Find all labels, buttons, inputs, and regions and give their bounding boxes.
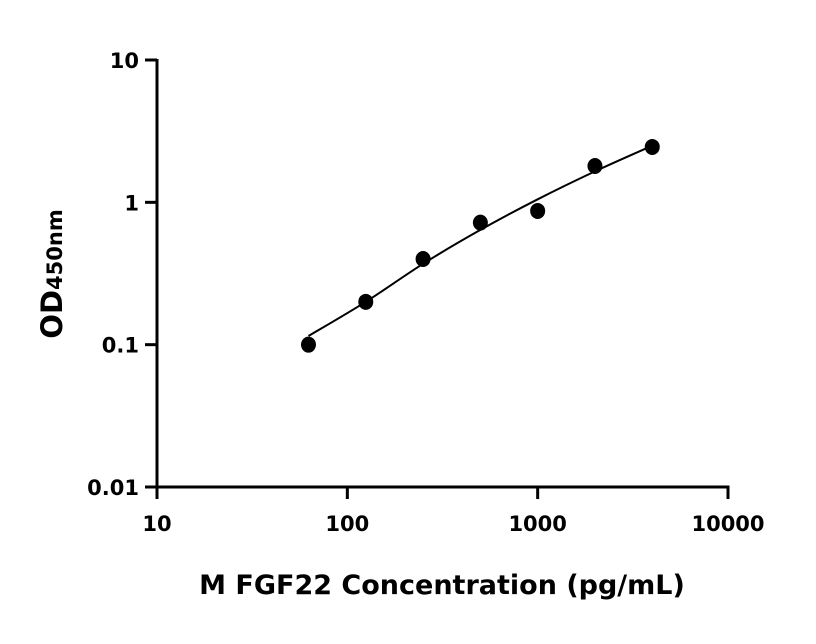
- y-axis-label: OD450nm: [35, 209, 69, 338]
- data-point: [300, 336, 316, 353]
- data-point: [644, 138, 660, 155]
- marks: [300, 138, 660, 353]
- data-point: [587, 157, 603, 174]
- data-point: [415, 250, 431, 267]
- x-tick-label: 10: [142, 512, 171, 536]
- y-tick-label: 10: [110, 49, 139, 73]
- x-tick-label: 10000: [691, 512, 764, 536]
- x-axis-label: M FGF22 Concentration (pg/mL): [199, 570, 685, 601]
- x-tick-label: 100: [325, 512, 369, 536]
- axes: [155, 59, 730, 489]
- y-tick-label: 0.01: [87, 476, 139, 500]
- x-tick-label: 1000: [508, 512, 566, 536]
- y-tick-label: 0.1: [102, 334, 139, 358]
- y-axis-label-subscript: 450nm: [43, 209, 67, 290]
- fit-curve: [307, 144, 653, 337]
- data-point: [358, 293, 374, 310]
- data-point: [530, 202, 546, 219]
- y-axis-label-main: OD: [35, 290, 69, 339]
- data-point: [472, 214, 488, 231]
- y-tick-label: 1: [124, 191, 139, 215]
- ticks: 10 100 1000 10000 0.01 0.1 1 10: [87, 49, 764, 536]
